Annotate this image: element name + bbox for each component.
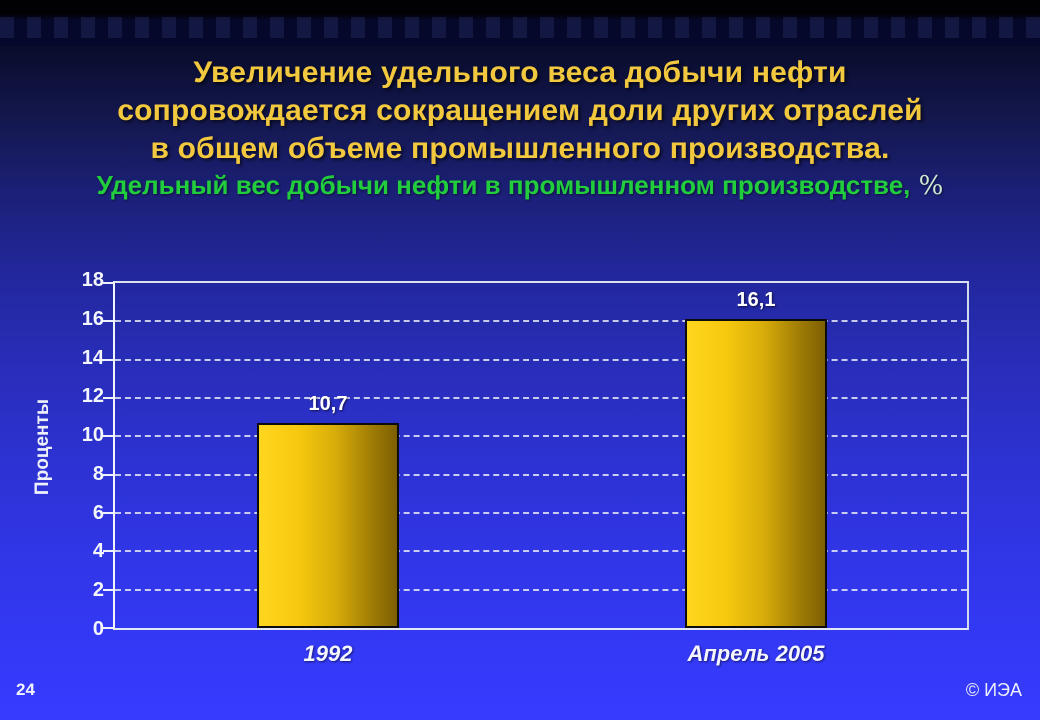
gridline-12 xyxy=(115,396,967,399)
gridline-14 xyxy=(115,358,967,361)
y-tick-label-14: 14 xyxy=(81,346,104,369)
y-axis-tick-4 xyxy=(103,550,113,553)
gridline-2 xyxy=(115,588,967,591)
y-axis-tick-10 xyxy=(103,435,113,438)
y-tick-label-8: 8 xyxy=(92,462,104,485)
y-tick-label-2: 2 xyxy=(92,579,104,602)
page-number: 24 xyxy=(16,680,35,699)
y-tick-label-6: 6 xyxy=(92,501,104,524)
y-axis-tick-6 xyxy=(103,511,113,514)
y-axis-tick-2 xyxy=(103,588,113,591)
y-axis-tick-16 xyxy=(103,320,113,323)
plot-area: 10,7 1992 16,1 Апрель 2005 xyxy=(103,281,969,666)
bar-value-label: 10,7 xyxy=(308,392,348,415)
y-axis-labels: 0 2 4 6 8 10 12 14 16 18 xyxy=(56,269,104,640)
chart-subtitle-text: Удельный вес добычи нефти в промышленном… xyxy=(96,170,911,200)
y-tick-label-0: 0 xyxy=(92,618,104,641)
top-band-pattern xyxy=(0,17,1040,38)
copyright-label: © ИЭА xyxy=(965,680,1022,700)
y-tick-label-18: 18 xyxy=(81,269,104,292)
y-tick-label-4: 4 xyxy=(92,540,104,563)
gridline-4 xyxy=(115,550,967,553)
slide-title-line-3: в общем объеме промышленного производств… xyxy=(150,132,890,165)
y-tick-label-10: 10 xyxy=(81,424,104,447)
slide-title-line-1: Увеличение удельного веса добычи нефти xyxy=(193,56,847,89)
gridline-8 xyxy=(115,473,967,476)
slide-title-line-2: сопровождается сокращением доли других о… xyxy=(117,94,923,127)
y-axis-tick-18 xyxy=(103,282,113,284)
top-dark-band xyxy=(0,0,1040,46)
x-category-label: Апрель 2005 xyxy=(687,641,825,666)
bar xyxy=(685,319,827,628)
gridline-10 xyxy=(115,435,967,438)
gridline-6 xyxy=(115,511,967,514)
y-tick-label-16: 16 xyxy=(81,307,104,330)
chart-subtitle-percent-sign: % xyxy=(910,171,944,201)
chart-subtitle: Удельный вес добычи нефти в промышленном… xyxy=(0,170,1040,201)
x-category-label: 1992 xyxy=(303,641,353,666)
y-axis-tick-0 xyxy=(103,627,113,629)
gridline-16 xyxy=(115,320,967,323)
y-axis-tick-14 xyxy=(103,358,113,361)
slide-title: Увеличение удельного веса добычи нефти с… xyxy=(0,54,1040,168)
bar xyxy=(257,422,399,628)
y-axis-tick-8 xyxy=(103,473,113,476)
y-axis-tick-12 xyxy=(103,396,113,399)
y-tick-label-12: 12 xyxy=(81,385,104,408)
y-axis-title: Проценты xyxy=(32,398,53,496)
bar-value-label: 16,1 xyxy=(736,289,776,312)
